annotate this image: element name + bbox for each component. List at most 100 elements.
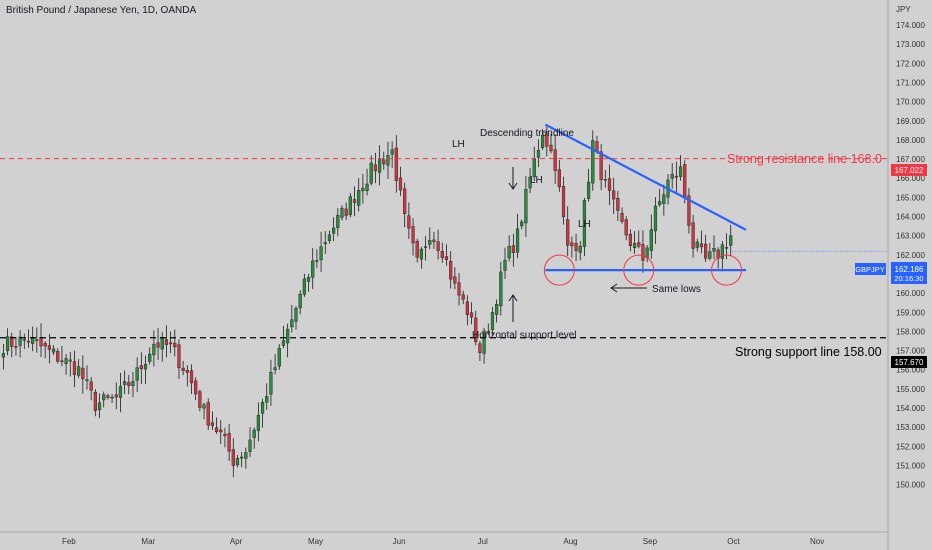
candle xyxy=(398,166,403,196)
candle xyxy=(695,238,699,252)
price-tick: 168.000 xyxy=(896,136,925,145)
candle xyxy=(10,332,14,358)
candle xyxy=(599,144,603,191)
candle xyxy=(77,359,81,379)
candle xyxy=(541,129,545,151)
candle xyxy=(252,427,256,449)
price-tick: 173.000 xyxy=(896,40,925,49)
candle xyxy=(432,231,436,249)
candle xyxy=(658,188,662,207)
candle xyxy=(373,152,378,184)
support-badge-text: 157.670 xyxy=(895,358,924,367)
candle xyxy=(315,249,319,268)
candle xyxy=(235,454,240,468)
candle xyxy=(444,244,449,266)
candle xyxy=(319,231,323,273)
candle xyxy=(553,134,557,184)
candle xyxy=(457,273,461,306)
trendlines xyxy=(544,123,888,272)
time-tick: Nov xyxy=(810,537,824,546)
candle xyxy=(164,325,169,358)
candle xyxy=(31,326,35,352)
candle xyxy=(260,398,265,428)
candle xyxy=(699,230,704,254)
candle xyxy=(536,139,541,168)
candle xyxy=(478,341,482,362)
candle xyxy=(306,273,311,292)
candle xyxy=(524,175,528,237)
candle xyxy=(637,230,641,249)
candle xyxy=(578,241,582,261)
low-circles xyxy=(543,254,743,286)
symbol-badge-text: GBPJPY xyxy=(855,265,885,274)
price-tick: 164.000 xyxy=(896,213,925,222)
candle xyxy=(311,248,315,290)
candle xyxy=(135,357,139,393)
candle xyxy=(461,290,465,305)
candle xyxy=(240,452,244,468)
candle xyxy=(219,420,223,444)
candle xyxy=(118,372,123,413)
candle xyxy=(419,246,423,269)
candle xyxy=(649,214,653,259)
price-tick: 157.000 xyxy=(896,347,925,356)
candle xyxy=(256,402,260,442)
price-tick: 154.000 xyxy=(896,404,925,413)
candle xyxy=(507,235,511,262)
price-tick: 174.000 xyxy=(896,21,925,30)
candle xyxy=(332,217,336,242)
candle xyxy=(720,240,724,272)
lh-1: LH xyxy=(452,139,465,150)
candle xyxy=(691,214,695,258)
candle xyxy=(361,173,365,204)
price-tick: 152.000 xyxy=(896,442,925,451)
candle xyxy=(390,141,394,168)
price-axis-unit: JPY xyxy=(896,5,911,14)
candle xyxy=(273,354,277,375)
time-tick: Apr xyxy=(230,537,243,546)
candle xyxy=(670,163,674,189)
candle xyxy=(603,170,607,188)
candle xyxy=(624,216,628,241)
current-price-badge xyxy=(891,262,927,284)
lh-2: LH xyxy=(530,175,543,186)
candle xyxy=(653,197,658,245)
candle xyxy=(708,242,712,261)
candle xyxy=(591,130,595,191)
countdown-text: 20:16:30 xyxy=(894,274,923,283)
price-tick: 151.000 xyxy=(896,461,925,470)
candle xyxy=(469,302,474,325)
candle xyxy=(269,359,273,406)
candle xyxy=(198,389,202,412)
price-tick: 153.000 xyxy=(896,423,925,432)
candle xyxy=(81,355,85,394)
candle xyxy=(440,242,444,263)
candle xyxy=(503,247,507,279)
price-tick: 159.000 xyxy=(896,308,925,317)
candle xyxy=(336,208,340,237)
candle xyxy=(89,377,93,401)
candle xyxy=(106,393,110,400)
candle xyxy=(612,177,616,215)
lh-3: LH xyxy=(578,219,591,230)
candle xyxy=(39,323,43,358)
descending-trendline[interactable] xyxy=(544,123,747,231)
time-tick: May xyxy=(308,537,323,546)
low-circle xyxy=(623,254,655,286)
price-tick: 165.000 xyxy=(896,193,925,202)
candle xyxy=(641,230,645,273)
price-tick: 169.000 xyxy=(896,117,925,126)
time-tick: Feb xyxy=(62,537,76,546)
candle xyxy=(139,352,143,384)
candle xyxy=(210,411,214,430)
candle xyxy=(290,304,294,333)
candle xyxy=(511,233,515,267)
chart-title: British Pound / Japanese Yen, 1D, OANDA xyxy=(6,5,197,16)
candle xyxy=(298,290,302,315)
candle xyxy=(532,146,536,182)
time-tick: Jun xyxy=(393,537,406,546)
candle xyxy=(127,374,131,395)
candle xyxy=(160,332,164,362)
